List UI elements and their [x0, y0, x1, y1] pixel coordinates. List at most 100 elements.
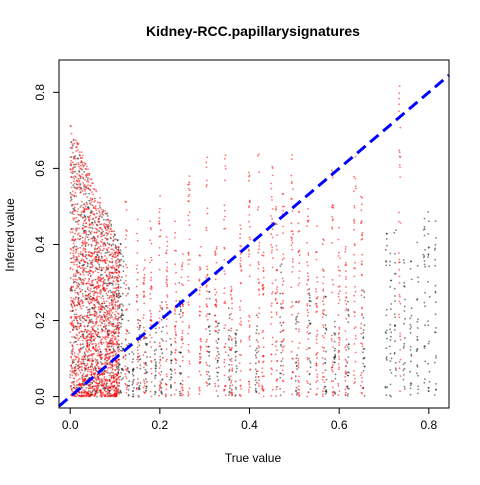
black-data-point: [423, 260, 426, 262]
red-data-point: [105, 262, 107, 265]
black-data-point: [362, 370, 365, 372]
red-data-point: [306, 283, 308, 286]
red-data-point: [83, 325, 85, 327]
red-data-point: [116, 264, 119, 267]
red-data-point: [91, 197, 94, 200]
red-data-point: [110, 248, 112, 251]
red-data-point: [108, 379, 111, 381]
red-data-point: [88, 348, 91, 351]
black-data-point: [80, 213, 83, 216]
red-data-point: [101, 268, 103, 270]
red-data-point: [321, 378, 324, 381]
black-data-point: [81, 293, 84, 295]
red-data-point: [399, 222, 402, 224]
black-data-point: [235, 350, 238, 353]
red-data-point: [199, 361, 202, 363]
red-data-point: [322, 276, 325, 278]
red-data-point: [102, 266, 105, 269]
black-data-point: [69, 373, 72, 376]
black-data-point: [386, 244, 388, 247]
red-data-point: [88, 297, 91, 300]
red-data-point: [112, 376, 115, 379]
black-data-point: [112, 235, 115, 238]
red-data-point: [108, 296, 111, 299]
black-data-point: [84, 358, 87, 360]
black-data-point: [434, 243, 437, 246]
red-data-point: [124, 373, 127, 375]
red-data-point: [108, 374, 111, 377]
red-data-point: [315, 288, 317, 290]
red-data-point: [165, 281, 168, 284]
red-data-point: [150, 285, 153, 288]
black-data-point: [389, 328, 391, 331]
black-data-point: [179, 392, 182, 395]
red-data-point: [73, 142, 76, 145]
black-data-point: [160, 348, 163, 350]
red-data-point: [82, 378, 85, 381]
red-data-point: [114, 261, 117, 264]
red-data-point: [125, 368, 128, 371]
red-data-point: [93, 375, 96, 377]
black-data-point: [179, 305, 182, 308]
red-data-point: [124, 279, 127, 282]
red-data-point: [307, 338, 310, 340]
red-data-point: [70, 299, 73, 302]
black-data-point: [333, 349, 336, 352]
red-data-point: [281, 258, 284, 261]
red-data-point: [111, 334, 113, 337]
black-data-point: [347, 346, 349, 348]
red-data-point: [85, 226, 88, 228]
black-data-point: [410, 278, 413, 281]
red-data-point: [75, 263, 78, 266]
red-data-point: [81, 302, 84, 305]
red-data-point: [257, 375, 260, 378]
red-data-point: [360, 374, 362, 377]
red-data-point: [270, 243, 272, 246]
red-data-point: [93, 188, 96, 191]
red-data-point: [76, 337, 78, 340]
black-data-point: [424, 265, 426, 268]
red-data-point: [290, 286, 293, 289]
red-data-point: [97, 324, 100, 327]
red-data-point: [102, 298, 105, 300]
black-data-point: [410, 360, 412, 363]
black-data-point: [106, 215, 109, 217]
red-data-point: [345, 296, 348, 299]
red-data-point: [126, 308, 128, 310]
red-data-point: [175, 320, 178, 323]
red-data-point: [79, 343, 82, 346]
red-data-point: [87, 181, 90, 183]
red-data-point: [84, 248, 87, 250]
red-data-point: [98, 303, 101, 306]
red-data-point: [77, 232, 80, 235]
red-data-point: [94, 342, 97, 345]
red-data-point: [239, 300, 242, 302]
red-data-point: [104, 394, 107, 397]
red-data-point: [82, 249, 84, 252]
black-data-point: [254, 368, 257, 371]
black-data-point: [334, 393, 337, 395]
red-data-point: [79, 237, 82, 240]
red-data-point: [248, 314, 250, 317]
red-data-point: [86, 329, 89, 332]
red-data-point: [77, 298, 80, 301]
red-data-point: [107, 371, 109, 374]
red-data-point: [94, 391, 97, 394]
black-data-point: [428, 340, 431, 343]
red-data-point: [150, 346, 153, 348]
red-data-point: [256, 341, 259, 343]
red-data-point: [101, 338, 103, 341]
red-data-point: [73, 354, 76, 357]
chart-title: Kidney-RCC.papillarysignatures: [146, 23, 360, 39]
red-data-point: [82, 165, 85, 168]
red-data-point: [70, 160, 72, 162]
red-data-point: [98, 291, 101, 294]
red-data-point: [95, 386, 98, 389]
red-data-point: [95, 288, 98, 291]
black-data-point: [121, 303, 123, 306]
red-data-point: [110, 314, 113, 316]
red-data-point: [116, 258, 119, 261]
red-data-point: [76, 334, 79, 337]
red-data-point: [81, 339, 84, 342]
red-data-point: [344, 264, 347, 267]
